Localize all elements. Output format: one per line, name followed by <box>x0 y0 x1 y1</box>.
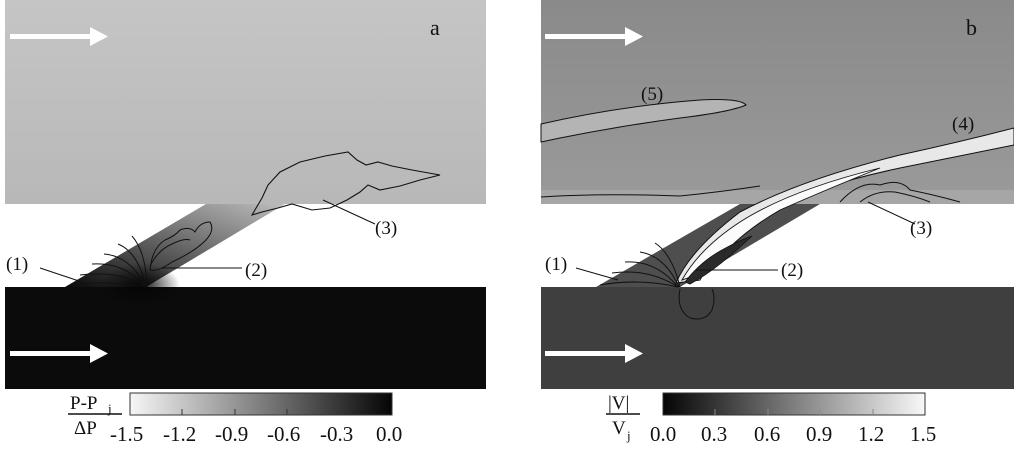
label-b-5: (5) <box>641 84 663 105</box>
colorbar-a-tick-1: -1.2 <box>163 422 196 446</box>
plume-contour-a <box>250 151 441 216</box>
contours-a <box>69 221 213 288</box>
label-b-1: (1) <box>545 254 567 275</box>
colorbar-a-numerator-sub: j <box>107 401 112 416</box>
colorbar-a-numerator: P-P <box>70 393 97 414</box>
colorbar-a-tick-2: -0.9 <box>215 422 248 446</box>
colorbar-a-tick-3: -0.6 <box>267 422 300 446</box>
colorbar-a-bar <box>129 392 393 416</box>
arrow-bottom-b <box>545 344 643 363</box>
colorbar-b: 0.0 0.3 0.6 0.9 1.2 1.5 |V| V j <box>606 392 936 446</box>
colorbar-a-tick-0: -1.5 <box>110 422 143 446</box>
colorbar-b-tick-3: 0.9 <box>806 422 832 446</box>
colorbar-b-tick-1: 0.3 <box>701 422 727 446</box>
jet-inner-dark-b <box>684 235 753 285</box>
upper-field-b <box>541 0 1014 204</box>
colorbar-a-denominator: ΔP <box>74 418 97 439</box>
arrow-bottom-a <box>10 344 108 363</box>
colorbar-b-tick-5: 1.5 <box>910 422 936 446</box>
lower-field-a <box>5 287 486 389</box>
panel-a: a (1) (2) (3) -1.5 -1.2 -0.9 -0.6 -0.3 0… <box>5 0 486 446</box>
colorbar-b-tick-4: 1.2 <box>858 422 884 446</box>
label-a-1: (1) <box>6 254 28 275</box>
colorbar-b-tick-0: 0.0 <box>650 422 676 446</box>
label-a-2: (2) <box>245 260 267 281</box>
leaders-b <box>575 201 916 281</box>
label-b-4: (4) <box>952 114 974 135</box>
colorbar-b-denominator: V <box>612 418 626 439</box>
contours-b <box>540 181 961 320</box>
colorbar-b-numerator: |V| <box>608 393 629 414</box>
arrow-top-b <box>545 27 643 46</box>
exit-dark-zone-a <box>100 263 180 307</box>
upper-field-a <box>5 0 486 204</box>
streak-contour-b <box>540 99 747 143</box>
lower-field-b <box>541 287 1014 389</box>
label-b-3: (3) <box>910 218 932 239</box>
leaders-a <box>39 199 376 283</box>
colorbar-a-tick-4: -0.3 <box>320 422 353 446</box>
label-a-3: (3) <box>375 218 397 239</box>
colorbar-b-tick-2: 0.6 <box>754 422 780 446</box>
panel-b: b (1) (2) (3) (4) (5) 0.0 0.3 0.6 0.9 1.… <box>540 0 1014 446</box>
panel-letter-a: a <box>430 15 440 40</box>
colorbar-b-denominator-sub: j <box>626 428 631 443</box>
label-b-2: (2) <box>781 260 803 281</box>
panel-letter-b: b <box>966 15 977 40</box>
arrow-top-a <box>10 27 108 46</box>
colorbar-a-tick-5: 0.0 <box>376 422 402 446</box>
colorbar-b-bar <box>662 392 926 416</box>
colorbar-a: -1.5 -1.2 -0.9 -0.6 -0.3 0.0 P-P j ΔP <box>68 392 402 446</box>
